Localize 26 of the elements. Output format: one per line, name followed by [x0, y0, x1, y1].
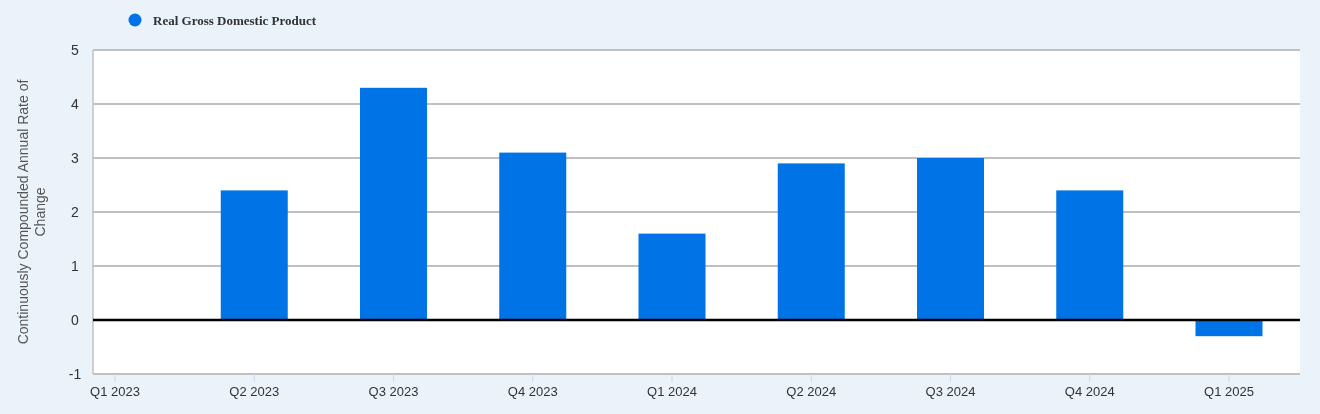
- x-tick-label: Q1 2025: [1204, 383, 1254, 399]
- x-tick-label: Q1 2023: [90, 383, 140, 399]
- bar: [220, 190, 288, 320]
- y-tick-label: -1: [68, 366, 82, 382]
- x-tick-label: Q4 2023: [507, 383, 558, 399]
- bar: [499, 152, 567, 320]
- x-tick-label: Q4 2024: [1064, 383, 1115, 399]
- bar: [360, 87, 427, 320]
- bar: [1195, 320, 1263, 337]
- legend-label: Real Gross Domestic Product: [153, 12, 317, 28]
- x-tick-label: Q3 2023: [368, 383, 419, 399]
- x-tick-label: Q1 2024: [647, 383, 697, 399]
- y-tick-label: 4: [71, 96, 80, 112]
- y-tick-label: 5: [71, 42, 80, 58]
- y-tick-label: 1: [71, 258, 80, 274]
- bar: [917, 158, 984, 320]
- x-tick-label: Q3 2024: [925, 383, 976, 399]
- y-axis-title: Continuously Compounded Annual Rate of Change: [14, 79, 48, 345]
- bar: [638, 233, 706, 320]
- y-tick-label: 0: [71, 312, 80, 328]
- bar: [1056, 190, 1124, 320]
- y-tick-label: 2: [71, 204, 80, 220]
- y-tick-label: 3: [71, 150, 80, 166]
- bar: [777, 163, 845, 320]
- x-tick-label: Q2 2023: [229, 383, 280, 399]
- x-tick-label: Q2 2024: [786, 383, 837, 399]
